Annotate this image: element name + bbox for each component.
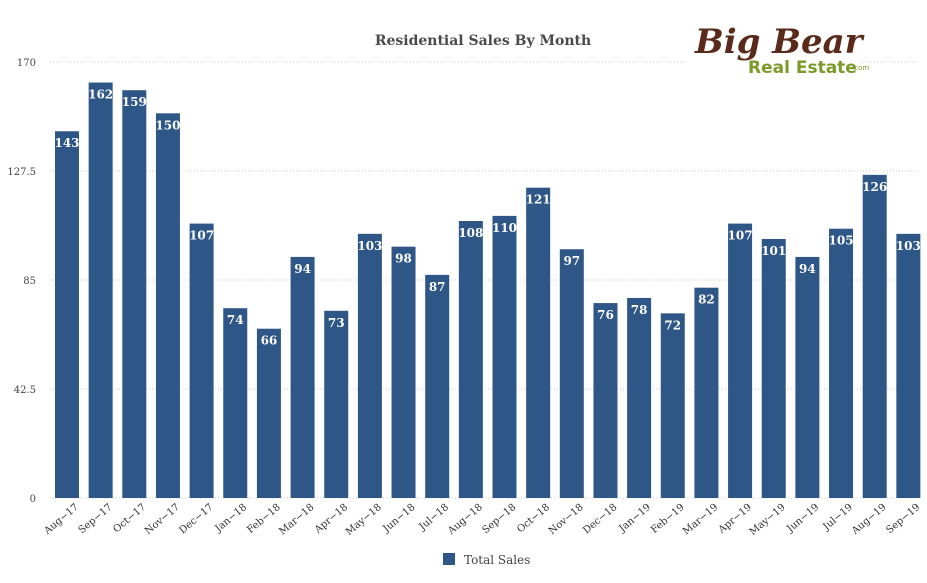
- x-tick-label: Feb−19: [649, 502, 687, 536]
- x-tick-label: Dec−17: [177, 502, 215, 537]
- y-axis-ticks: 0 42.5 85 127.5 170: [7, 58, 36, 505]
- bar: [122, 90, 147, 498]
- chart-title: Residential Sales By Month: [375, 33, 591, 49]
- data-label: 143: [54, 136, 79, 150]
- y-tick-label: 42.5: [14, 385, 36, 396]
- data-label: 94: [294, 262, 311, 276]
- bar: [694, 287, 719, 498]
- data-label: 121: [526, 193, 551, 207]
- data-label: 150: [155, 118, 180, 132]
- data-label: 107: [189, 229, 214, 243]
- x-tick-label: Jun−18: [381, 502, 418, 535]
- y-tick-label: 85: [23, 276, 36, 287]
- legend-swatch: [443, 553, 455, 565]
- data-label: 103: [357, 239, 382, 253]
- logo-real-estate-text: Real Estate: [748, 58, 857, 78]
- x-tick-label: Sep−19: [884, 502, 922, 536]
- data-label: 78: [631, 303, 648, 317]
- data-label: 105: [829, 234, 854, 248]
- data-label: 82: [698, 293, 715, 307]
- y-tick-label: 170: [17, 58, 36, 69]
- bar: [795, 256, 820, 498]
- bar: [256, 328, 281, 498]
- x-tick-label: May−18: [344, 502, 384, 538]
- y-tick-label: 127.5: [7, 167, 36, 178]
- bar: [391, 246, 416, 498]
- data-label: 94: [799, 262, 816, 276]
- bar: [593, 303, 618, 498]
- bar: [223, 308, 248, 498]
- data-label: 97: [563, 254, 580, 268]
- data-labels: 143 162 159 150 107 74 66 94 73 103 98 87 108 110 121 9…: [54, 88, 920, 348]
- x-tick-label: Sep−17: [77, 502, 115, 536]
- bar: [526, 187, 551, 498]
- bar: [155, 113, 180, 498]
- data-label: 110: [492, 221, 517, 235]
- logo: Big Bear Real Estate .com: [694, 22, 869, 78]
- bar: [761, 238, 786, 498]
- data-label: 159: [122, 95, 147, 109]
- data-label: 162: [88, 88, 113, 102]
- data-label: 101: [761, 244, 786, 258]
- data-label: 98: [395, 252, 412, 266]
- data-label: 126: [862, 180, 887, 194]
- x-tick-label: May−19: [748, 502, 788, 538]
- data-label: 108: [458, 226, 483, 240]
- legend-label: Total Sales: [464, 553, 530, 567]
- data-label: 107: [728, 229, 753, 243]
- bar: [492, 215, 517, 498]
- x-tick-label: Feb−18: [245, 502, 283, 536]
- bar: [290, 256, 315, 498]
- legend: Total Sales: [443, 553, 530, 567]
- bar: [357, 233, 382, 498]
- y-tick-label: 0: [30, 494, 36, 505]
- bars: [55, 82, 921, 499]
- x-tick-label: Sep−18: [481, 502, 519, 536]
- bar: [189, 223, 214, 498]
- x-tick-label: Oct−17: [111, 502, 148, 535]
- logo-com-text: .com: [852, 64, 869, 72]
- data-label: 76: [597, 308, 614, 322]
- x-tick-label: Aug−17: [42, 502, 81, 538]
- x-tick-label: Jan−18: [213, 502, 250, 535]
- x-tick-label: Mar−19: [681, 502, 720, 537]
- x-tick-label: Dec−18: [581, 502, 619, 537]
- bar: [862, 174, 887, 499]
- data-label: 87: [429, 280, 446, 294]
- bar: [425, 274, 450, 498]
- bar: [324, 310, 349, 498]
- x-tick-label: Aug−19: [849, 502, 888, 538]
- x-tick-label: Aug−18: [445, 502, 484, 538]
- bar: [55, 131, 79, 498]
- bar: [627, 297, 652, 498]
- x-tick-label: Jun−19: [784, 502, 821, 535]
- data-label: 72: [664, 318, 681, 332]
- x-tick-label: Mar−18: [277, 502, 316, 537]
- x-tick-label: Jan−19: [616, 502, 653, 535]
- data-label: 73: [328, 316, 345, 330]
- data-label: 103: [896, 239, 921, 253]
- x-tick-label: Oct−18: [515, 502, 552, 535]
- x-tick-label: Nov−17: [143, 502, 182, 537]
- data-label: 66: [261, 334, 278, 348]
- bar: [559, 249, 584, 498]
- x-axis-ticks: Aug−17Sep−17Oct−17Nov−17Dec−17Jan−18Feb−…: [42, 502, 923, 538]
- bar: [728, 223, 753, 498]
- bar: [88, 82, 113, 499]
- bar: [660, 313, 685, 498]
- logo-big-bear-text: Big Bear: [694, 22, 865, 62]
- bar: [829, 228, 854, 499]
- data-label: 74: [227, 313, 244, 327]
- bar: [458, 221, 483, 498]
- x-tick-label: Nov−18: [547, 502, 586, 537]
- bar: [896, 233, 921, 498]
